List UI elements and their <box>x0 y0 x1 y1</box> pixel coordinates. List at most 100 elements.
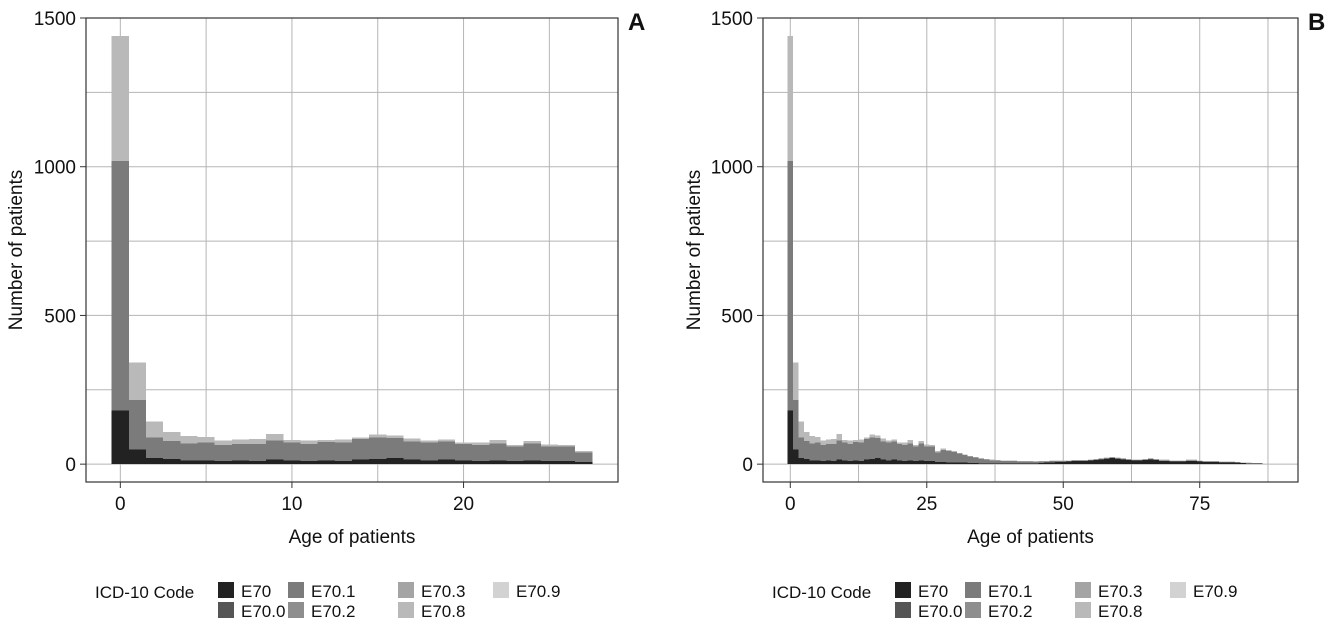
bar-segment-e70 <box>1175 461 1181 465</box>
y-axis-title: Number of patients <box>6 170 27 331</box>
x-tick-label: 10 <box>281 494 302 515</box>
legend-item: E70 <box>218 582 271 601</box>
bar-segment-e70-1 <box>1136 459 1143 461</box>
bar-segment-e70 <box>798 458 804 465</box>
bar-segment-e70 <box>472 461 490 465</box>
bar-segment-e70-8 <box>1109 457 1116 458</box>
bar-segment-e70 <box>1038 462 1045 465</box>
bar-segment-e70 <box>1240 462 1247 465</box>
bar-segment-e70-1 <box>1158 460 1165 461</box>
bar-segment-e70-1 <box>249 443 267 462</box>
bar-segment-e70 <box>1142 459 1148 465</box>
bar-segment-e70 <box>1224 462 1230 465</box>
bar-segment-e70 <box>1000 463 1006 465</box>
bar-segment-e70 <box>540 461 558 465</box>
bar-segment-e70 <box>1120 459 1127 465</box>
bar-segment-e70 <box>1049 462 1056 465</box>
bar-segment-e70-8 <box>1033 461 1039 462</box>
bar-segment-e70 <box>995 463 1001 465</box>
legend-label: E70.2 <box>988 602 1032 621</box>
bar-segment-e70 <box>902 461 908 465</box>
legend-label: E70.1 <box>311 582 355 601</box>
bar-segment-e70 <box>934 461 941 465</box>
bar-segment-e70-8 <box>300 440 318 444</box>
bar-segment-e70-8 <box>523 440 541 444</box>
bar-segment-e70-1 <box>1191 460 1198 461</box>
bar-segment-e70-8 <box>995 459 1001 461</box>
bar-segment-e70 <box>1197 461 1203 465</box>
bar-segment-e70-1 <box>1087 459 1094 461</box>
bar-segment-e70 <box>506 461 524 465</box>
bar-segment-e70-1 <box>842 442 848 461</box>
bar-segment-e70-8 <box>1175 460 1181 461</box>
bar-segment-e70-1 <box>1027 461 1034 464</box>
bar-segment-e70 <box>1158 460 1165 465</box>
bar-segment-e70-1 <box>1202 461 1208 463</box>
bar-segment-e70-1 <box>814 442 821 461</box>
legend-title: ICD-10 Code <box>772 583 871 602</box>
bar-segment-e70-1 <box>146 437 164 459</box>
bar-segment-e70 <box>1202 461 1208 465</box>
bar-segment-e70-1 <box>924 446 930 462</box>
bar-segment-e70-1 <box>1038 461 1045 463</box>
bar-segment-e70-1 <box>1109 457 1116 459</box>
legend-swatch <box>895 582 911 598</box>
legend-swatch <box>1075 602 1091 618</box>
bar-segment-e70-1 <box>847 443 854 462</box>
bar-segment-e70-1 <box>334 442 352 462</box>
legend-label: E70.3 <box>1098 582 1142 601</box>
bar-segment-e70 <box>863 459 870 465</box>
bar-segment-e70-8 <box>874 435 881 438</box>
bar-segment-e70 <box>962 462 968 465</box>
y-tick-label: 0 <box>65 455 76 476</box>
bar-segment-e70-1 <box>403 441 421 460</box>
plot-frame <box>762 17 1299 483</box>
bar-segment-e70 <box>283 460 301 465</box>
bar-segment-e70-1 <box>1153 459 1159 460</box>
bar-segment-e70-1 <box>575 452 593 462</box>
bar-segment-e70-1 <box>1022 461 1028 464</box>
bar-segment-e70-1 <box>1186 460 1192 461</box>
legend-swatch <box>398 582 414 598</box>
bar-segment-e70-8 <box>403 438 421 442</box>
legend-item: E70 <box>895 582 948 601</box>
bar-segment-e70-8 <box>858 439 864 443</box>
bar-segment-e70 <box>1246 463 1252 465</box>
bar-segment-e70-1 <box>891 441 897 460</box>
bar-segment-e70-8 <box>1055 460 1061 462</box>
bar-segment-e70 <box>300 461 318 465</box>
bar-segment-e70-1 <box>420 442 438 461</box>
bar-segment-e70 <box>128 449 147 465</box>
bar-segment-e70-1 <box>896 444 903 461</box>
bar-segment-e70 <box>1027 463 1034 465</box>
bar-segment-e70-8 <box>1044 460 1050 462</box>
bar-segment-e70-8 <box>863 437 870 439</box>
legend-swatch <box>1075 582 1091 598</box>
bars <box>111 35 593 465</box>
bar-segment-e70-8 <box>1180 460 1187 461</box>
bar-segment-e70-8 <box>540 444 558 447</box>
x-tick-label: 0 <box>785 494 796 515</box>
bar-segment-e70 <box>967 462 974 465</box>
bar-segment-e70-8 <box>1011 460 1017 462</box>
bar-segment-e70 <box>249 461 267 465</box>
bar-segment-e70 <box>847 461 854 465</box>
legend-label: E70.9 <box>1193 582 1237 601</box>
bar-segment-e70-8 <box>836 433 843 441</box>
bar-segment-e70 <box>918 460 925 465</box>
bar-segment-e70-8 <box>1131 459 1137 460</box>
y-tick-label: 500 <box>721 306 753 327</box>
bar-segment-e70-8 <box>1060 460 1066 461</box>
bar-segment-e70-1 <box>214 444 232 462</box>
bar-segment-e70-8 <box>1049 460 1056 462</box>
bar-segment-e70-8 <box>163 432 181 441</box>
bar-segment-e70 <box>523 460 541 465</box>
bar-segment-e70-8 <box>945 449 952 452</box>
bar-segment-e70-8 <box>489 439 507 444</box>
bar-segment-e70 <box>231 460 250 465</box>
bar-segment-e70-1 <box>918 443 925 461</box>
bar-segment-e70 <box>978 463 985 465</box>
y-tick-label: 0 <box>742 455 753 476</box>
